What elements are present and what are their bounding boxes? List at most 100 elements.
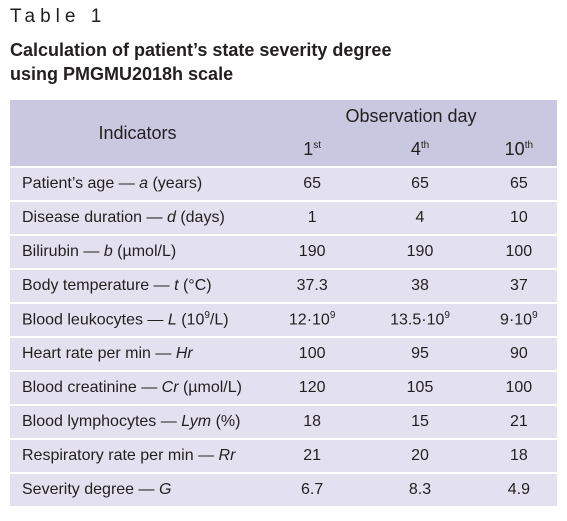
indicator-cell: Blood leukocytes — L (109/L) [10,303,265,338]
text: 90 [509,345,528,362]
value-cell: 18 [480,439,557,474]
text: Blood lymphocytes — [22,413,182,430]
table-row: Blood lymphocytes — Lym (%) 18 15 21 [10,405,557,440]
text: Body temperature — [22,277,175,294]
text: (days) [175,209,225,226]
text: 100 [505,379,533,396]
text: (°C) [178,277,212,294]
value-cell: 95 [359,337,481,372]
indicator-cell: Heart rate per min — Hr [10,337,265,372]
value-cell: 8.3 [359,473,481,508]
text: 18 [303,413,322,430]
value-cell: 9·109 [480,303,557,338]
value-cell: 21 [265,439,360,474]
text: 10 [509,209,528,226]
value-cell: 1 [265,201,360,236]
text: 13.5·10 [390,311,445,329]
variable: Hr [175,345,193,362]
text: 190 [406,243,434,260]
text: 120 [298,379,326,396]
text: 65 [303,175,322,192]
value-cell: 65 [480,167,557,202]
superscript: 9 [329,310,336,322]
value-cell: 90 [480,337,557,372]
title-line: using PMGMU2018h scale [10,64,234,84]
indicator-cell: Patient’s age — a (years) [10,167,265,202]
text: 65 [509,175,528,192]
text: 20 [411,447,429,464]
table-row: Blood leukocytes — L (109/L) 12·109 13.5·1… [10,303,557,338]
superscript: th [420,140,430,151]
value-cell: 190 [265,235,360,270]
text: (years) [148,175,203,192]
text: 95 [411,345,429,362]
table-row: Patient’s age — a (years) 65 65 65 [10,167,557,202]
value-cell: 21 [480,405,557,440]
value-cell: 4.9 [480,473,557,508]
value-cell: 100 [480,371,557,406]
table-row: Respiratory rate per min — Rr 21 20 18 [10,439,557,474]
header-row: Indicators Observation day [10,100,557,168]
text: Blood creatinine — [22,379,162,396]
day-header: 4th [359,133,481,168]
text: Disease duration — [22,209,167,226]
variable: G [158,481,172,498]
text: 190 [298,243,326,260]
text: (µmol/L) [178,379,242,396]
value-cell: 13.5·109 [359,303,481,338]
indicator-cell: Severity degree — G [10,473,265,508]
value-cell: 37 [480,269,557,304]
text: 18 [509,447,528,464]
text: 65 [411,175,429,192]
variable: L [167,311,177,329]
text: 37.3 [296,277,328,294]
value-cell: 10 [480,201,557,236]
text: 15 [411,413,429,430]
variable: b [103,243,113,260]
value-cell: 12·109 [265,303,360,338]
text: 4 [415,209,425,226]
value-cell: 190 [359,235,481,270]
variable: Cr [161,379,179,396]
text: 4.9 [507,481,530,498]
text: 8.3 [408,481,432,498]
header-row: 1st 4th 10th [10,133,557,168]
title-line: Calculation of patient’s state severity … [10,40,392,60]
indicator-cell: Blood creatinine — Cr (µmol/L) [10,371,265,406]
text: (µmol/L) [112,243,177,260]
table-body: Patient’s age — a (years) 65 65 65 Disease d… [10,167,557,508]
table-row: Severity degree — G 6.7 8.3 4.9 [10,473,557,508]
text: Heart rate per min — [22,345,176,362]
text: 4 [410,139,421,159]
group-header: Observation day [265,100,557,133]
value-cell: 100 [265,337,360,372]
table-row: Heart rate per min — Hr 100 95 90 [10,337,557,372]
text: (10 [176,311,205,329]
text: Bilirubin — [22,243,104,260]
text: 38 [411,277,429,294]
value-cell: 15 [359,405,481,440]
text: 1 [303,139,314,159]
superscript: st [313,140,322,151]
text: Blood leukocytes — [22,311,168,329]
table-caption: Table 1 [10,6,107,27]
text: Respiratory rate per min — [22,447,219,464]
superscript: 9 [532,310,538,322]
superscript: 9 [444,310,450,322]
superscript: 9 [204,310,210,322]
value-cell: 18 [265,405,360,440]
text: 21 [303,447,322,464]
value-cell: 100 [480,235,557,270]
table-row: Disease duration — d (days) 1 4 10 [10,201,557,236]
text: (%) [211,413,241,430]
value-cell: 105 [359,371,481,406]
text: 100 [298,345,326,362]
indicator-cell: Respiratory rate per min — Rr [10,439,265,474]
indicator-cell: Disease duration — d (days) [10,201,265,236]
indicators-header: Indicators [10,100,265,168]
text: 9·10 [500,311,533,329]
value-cell: 120 [265,371,360,406]
value-cell: 37.3 [265,269,360,304]
value-cell: 65 [359,167,481,202]
